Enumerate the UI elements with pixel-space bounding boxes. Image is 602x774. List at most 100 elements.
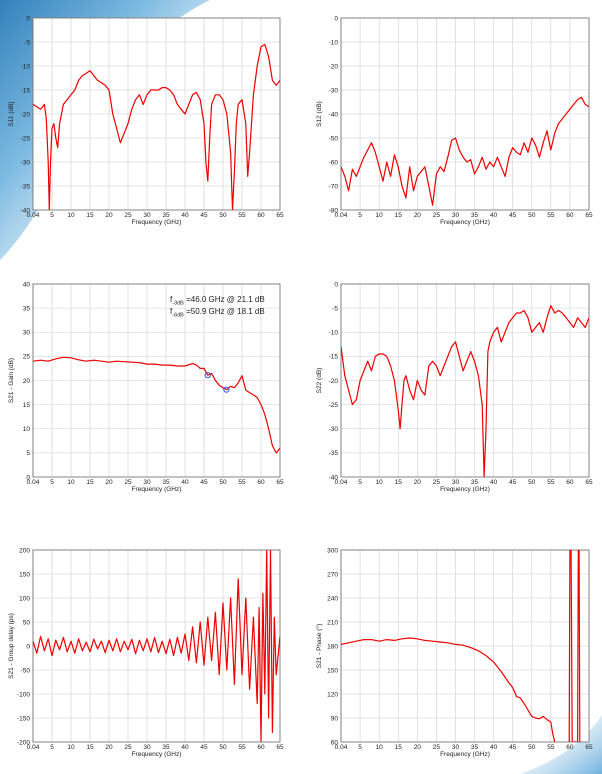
x-axis-label: Frequency (GHz) xyxy=(132,219,182,226)
x-tick-label: 55 xyxy=(238,479,246,486)
plot-border xyxy=(32,17,281,211)
x-tick-label: 60 xyxy=(257,744,265,751)
annotation-text: f-6dB =50.9 GHz @ 18.1 dB xyxy=(170,307,265,319)
x-tick-label: 35 xyxy=(471,479,479,486)
x-tick-label: 65 xyxy=(585,744,593,751)
y-tick-label: -50 xyxy=(329,135,339,142)
x-tick-label: 0.04 xyxy=(335,212,348,219)
y-tick-label: 90 xyxy=(331,715,339,722)
x-tick-label: 15 xyxy=(86,744,94,751)
y-axis-label: S11 (dB) xyxy=(8,101,15,126)
x-tick-label: 40 xyxy=(490,479,498,486)
y-tick-label: 50 xyxy=(23,619,31,626)
plot-border xyxy=(340,549,590,743)
x-tick-label: 20 xyxy=(414,479,422,486)
x-tick-label: 0.04 xyxy=(27,744,40,751)
x-tick-label: 10 xyxy=(67,212,75,219)
annotation-text: f-3dB =46.0 GHz @ 21.1 dB xyxy=(170,295,265,307)
x-axis-label: Frequency (GHz) xyxy=(440,219,490,226)
x-tick-label: 15 xyxy=(395,744,403,751)
bottom-right-wave xyxy=(520,715,602,774)
series-line xyxy=(33,550,280,742)
x-tick-label: 35 xyxy=(162,744,170,751)
y-tick-label: -80 xyxy=(329,207,339,214)
y-tick-label: -35 xyxy=(329,450,339,457)
x-tick-label: 25 xyxy=(124,744,132,751)
y-tick-label: -200 xyxy=(17,739,30,746)
y-tick-label: -40 xyxy=(329,474,339,481)
x-tick-label: 20 xyxy=(105,479,113,486)
y-tick-label: 100 xyxy=(19,595,30,602)
marker-point xyxy=(204,372,211,379)
y-axis-label: S21 - Phase (°) xyxy=(315,624,323,669)
x-tick-label: 50 xyxy=(528,479,536,486)
x-tick-label: 40 xyxy=(490,744,498,751)
y-tick-label: -20 xyxy=(21,111,31,118)
y-tick-label: 30 xyxy=(23,330,31,337)
chart-s21-group-delay: 0.04 5 10 15 20 25 30 35 40 45 50 55 60 65 200 150 100 50… xyxy=(8,547,284,758)
y-tick-label: 180 xyxy=(327,643,338,650)
x-tick-label: 35 xyxy=(471,212,479,219)
x-tick-label: 60 xyxy=(566,744,574,751)
series-line xyxy=(33,356,280,454)
x-tick-label: 35 xyxy=(471,744,479,751)
y-tick-label: -20 xyxy=(329,63,339,70)
x-tick-label: 55 xyxy=(547,212,555,219)
x-tick-label: 40 xyxy=(490,212,498,219)
y-tick-label: 150 xyxy=(19,571,30,578)
x-tick-label: 25 xyxy=(124,479,132,486)
series-line xyxy=(341,637,552,723)
x-tick-label: 30 xyxy=(452,744,460,751)
y-tick-label: 20 xyxy=(23,378,31,385)
x-tick-label: 15 xyxy=(86,479,94,486)
x-tick-label: 20 xyxy=(414,212,422,219)
y-axis-label: S12 (dB) xyxy=(316,101,323,127)
x-tick-label: 45 xyxy=(509,479,517,486)
x-tick-label: 10 xyxy=(376,479,384,486)
x-tick-label: 15 xyxy=(86,212,94,219)
y-tick-label: 210 xyxy=(327,619,338,626)
y-tick-label: 270 xyxy=(327,571,338,578)
x-tick-label: 30 xyxy=(143,479,151,486)
chart-s11: 0.04 5 10 15 20 25 30 35 40 45 50 55 60 65 0 -5 -10 -15 -2… xyxy=(8,15,284,226)
y-axis-label: S22 (dB) xyxy=(316,368,323,394)
y-tick-label: 0 xyxy=(26,15,30,22)
plot-border xyxy=(340,17,590,211)
chart-s21-gain: 0.04 5 10 15 20 25 30 35 40 45 50 55 60 6540353025201… xyxy=(8,281,284,493)
y-tick-label: -25 xyxy=(329,402,339,409)
x-tick-label: 0.04 xyxy=(27,212,40,219)
y-tick-label: -10 xyxy=(329,39,339,46)
x-tick-label: 50 xyxy=(219,744,227,751)
x-tick-label: 5 xyxy=(50,479,54,486)
x-tick-label: 55 xyxy=(547,479,555,486)
x-tick-label: 0.04 xyxy=(335,744,348,751)
y-tick-label: 15 xyxy=(23,402,31,409)
y-axis-label: S21 - Gain (dB) xyxy=(8,358,15,403)
x-tick-label: 50 xyxy=(219,479,227,486)
x-tick-label: 65 xyxy=(276,479,284,486)
y-tick-label: 300 xyxy=(327,547,338,554)
y-axis-label: S21 - Group delay (ps) xyxy=(8,613,15,679)
x-tick-label: 25 xyxy=(433,212,441,219)
y-tick-label: 0 xyxy=(334,281,338,288)
x-axis-label: Frequency (GHz) xyxy=(132,751,182,758)
x-tick-label: 45 xyxy=(509,744,517,751)
x-tick-label: 25 xyxy=(124,212,132,219)
y-tick-label: 240 xyxy=(327,595,338,602)
x-tick-label: 50 xyxy=(219,212,227,219)
x-tick-label: 60 xyxy=(257,479,265,486)
y-tick-label: 0 xyxy=(26,474,30,481)
x-tick-label: 30 xyxy=(143,744,151,751)
x-tick-label: 20 xyxy=(105,744,113,751)
chart-s12: 0.04 5 10 15 20 25 30 35 40 45 50 55 60 65 0 -10 -20 -30 -… xyxy=(316,15,593,226)
y-tick-label: -15 xyxy=(21,87,31,94)
x-tick-label: 40 xyxy=(181,744,189,751)
x-tick-label: 65 xyxy=(276,744,284,751)
x-tick-label: 20 xyxy=(414,744,422,751)
y-tick-label: -40 xyxy=(329,111,339,118)
series-line xyxy=(33,43,280,210)
x-tick-label: 60 xyxy=(257,212,265,219)
x-tick-label: 35 xyxy=(162,479,170,486)
x-tick-label: 65 xyxy=(585,212,593,219)
